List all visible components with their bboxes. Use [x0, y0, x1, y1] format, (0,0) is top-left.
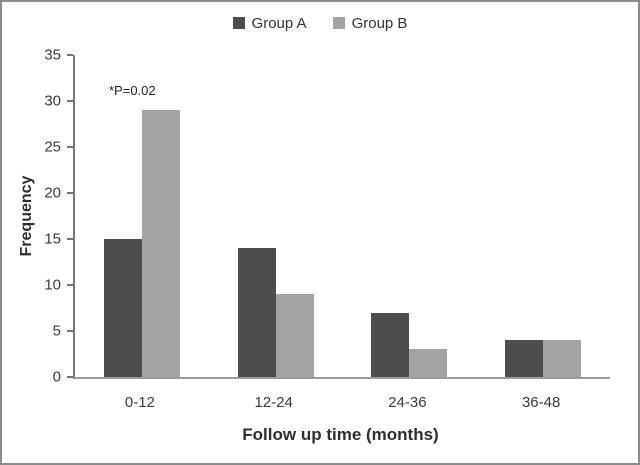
bar-group	[476, 55, 610, 377]
legend-item-group-b: Group B	[332, 14, 408, 32]
y-axis-tick-label: 0	[52, 368, 61, 386]
legend-item-group-a: Group A	[232, 14, 307, 32]
y-axis-tick	[67, 100, 73, 102]
y-axis-tick	[67, 146, 73, 148]
bar-group	[75, 55, 209, 377]
y-axis-tick	[67, 376, 73, 378]
y-axis-tick	[67, 284, 73, 286]
bar-group-b	[409, 349, 448, 377]
y-axis-tick	[67, 192, 73, 194]
bar-group-b	[141, 110, 180, 377]
bar-group-b	[543, 340, 582, 377]
bar-group	[209, 55, 343, 377]
bar-group-a	[237, 248, 276, 377]
p-value-annotation: *P=0.02	[109, 83, 156, 98]
legend-swatch-group-a-icon	[232, 17, 245, 29]
legend-label-group-b: Group B	[351, 14, 408, 32]
y-axis-tick	[67, 54, 73, 56]
y-axis-tick-label: 15	[44, 230, 61, 248]
legend-swatch-group-b-icon	[332, 17, 345, 29]
x-axis-tick-label: 0-12	[124, 394, 155, 411]
y-axis-tick-label: 25	[44, 138, 61, 156]
x-axis-tick-labels: 0-12 12-24 24-36 36-48	[73, 394, 608, 411]
x-axis-tick-label: 12-24	[254, 394, 293, 411]
plot-area: *P=0.02 0 5 10 15 20 25 30 35	[44, 48, 610, 385]
x-axis-tick-label: 24-36	[388, 394, 427, 411]
legend-label-group-a: Group A	[251, 14, 307, 32]
bar-group-a	[371, 312, 410, 377]
bar-group	[343, 55, 477, 377]
bar-group-a	[505, 340, 544, 377]
x-axis-title: Follow up time (months)	[242, 425, 439, 444]
y-axis-tick-label: 35	[44, 46, 61, 64]
y-axis-tick-label: 10	[44, 276, 61, 294]
bar-group-b	[275, 294, 314, 377]
y-axis-tick-label: 20	[44, 184, 61, 202]
bar-groups	[75, 55, 610, 377]
y-axis-tick-label: 5	[52, 322, 61, 340]
legend: Group A Group B	[2, 12, 638, 34]
y-axis-tick-label: 30	[44, 92, 61, 110]
x-axis-tick-label: 36-48	[521, 394, 561, 411]
y-axis-tick	[67, 238, 73, 240]
bar-group-a	[103, 239, 142, 377]
y-axis-tick	[67, 330, 73, 332]
